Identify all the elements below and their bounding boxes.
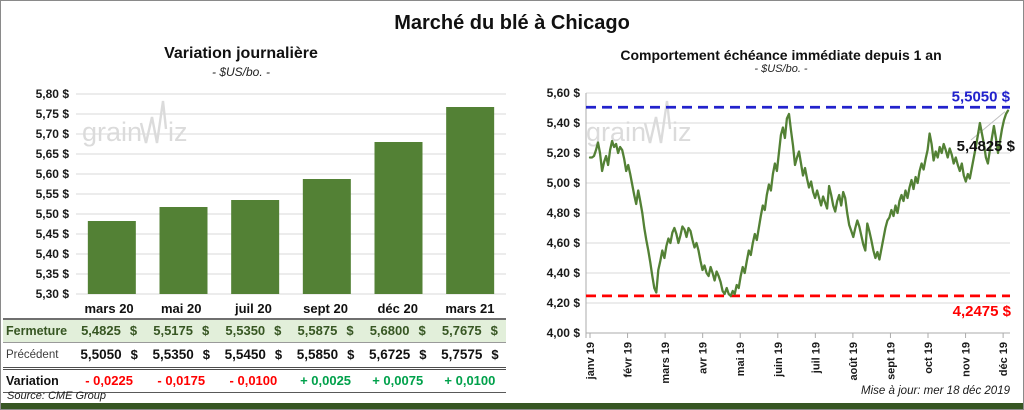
x-axis-label: avr 19 (698, 342, 710, 374)
bar-2 (231, 200, 280, 294)
month-header: mars 21 (445, 301, 495, 316)
month-header: sept 20 (303, 301, 348, 316)
x-axis-label: juil 19 (810, 342, 822, 374)
fermeture-value: 5,5350 $ (217, 318, 290, 343)
watermark-text: iz (168, 117, 188, 147)
last-value-label: 5,4825 $ (957, 138, 1016, 155)
bar-4 (374, 142, 423, 294)
y-axis-label: 5,55 $ (36, 187, 70, 201)
precedent-value: 5,7575 $ (433, 342, 506, 370)
x-axis-label: juin 19 (773, 342, 785, 378)
grainwiz-watermark: grain iz (586, 100, 692, 147)
x-axis-label: août 19 (848, 342, 860, 381)
y-axis-label: 4,00 $ (547, 326, 581, 340)
bar-chart-title: Variation journalière (164, 45, 318, 62)
y-axis-label: 5,00 $ (547, 176, 581, 190)
precedent-value: 5,5850 $ (289, 342, 362, 370)
price-table-body: mars 20 mai 20 juil 20 sept 20 déc 20 mars 21… (3, 299, 506, 393)
y-axis-label: 5,35 $ (36, 267, 70, 281)
x-axis-label: mai 19 (735, 342, 747, 376)
y-axis-label: 5,65 $ (36, 147, 70, 161)
corner-cell (3, 299, 73, 319)
source-note: Source: CME Group (7, 390, 107, 402)
variation-value: + 0,0025 (289, 368, 362, 393)
y-axis-label: 4,60 $ (547, 236, 581, 250)
x-axis-label: oct 19 (923, 342, 935, 374)
grainwiz-watermark: grain iz (82, 100, 188, 147)
y-axis-label: 5,60 $ (36, 167, 70, 181)
bar-0 (87, 221, 136, 294)
y-axis-label: 4,20 $ (547, 296, 581, 310)
watermark-text: grain (586, 117, 646, 147)
fermeture-value: 5,4825 $ (73, 318, 146, 343)
table-row-fermeture: Fermeture 5,4825 $5,5175 $5,5350 $5,5875 $5,6… (3, 318, 506, 343)
row-label-fermeture: Fermeture (3, 318, 73, 343)
y-axis-label: 5,20 $ (547, 146, 581, 160)
bar-3 (302, 179, 351, 294)
page-title: Marché du blé à Chicago (394, 12, 630, 34)
precedent-value: 5,5450 $ (217, 342, 290, 370)
price-line-series (588, 109, 1010, 298)
high-value-label: 5,5050 $ (952, 88, 1011, 105)
row-label-variation: Variation (3, 368, 73, 393)
table-row-precedent: Précédent 5,5050 $5,5350 $5,5450 $5,5850 $5,6… (3, 342, 506, 370)
fermeture-value: 5,7675 $ (433, 318, 506, 343)
y-axis-label: 5,50 $ (36, 207, 70, 221)
price-table: mars 20 mai 20 juil 20 sept 20 déc 20 mars 21… (3, 299, 506, 393)
y-axis-label: 5,40 $ (36, 247, 70, 261)
y-axis-label: 4,40 $ (547, 266, 581, 280)
row-label-precedent: Précédent (3, 342, 73, 370)
x-axis-label: févr 19 (623, 342, 635, 377)
variation-value: + 0,0075 (361, 368, 434, 393)
line-chart: 5,60 $ 5,40 $ 5,20 $ 5,00 $ 4,80 $ 4,60 $ 4,40… (547, 86, 1016, 384)
bottom-green-bar (1, 403, 1023, 409)
y-axis-label: 5,45 $ (36, 227, 70, 241)
y-axis-label: 4,80 $ (547, 206, 581, 220)
watermark-zigzag-icon (643, 100, 672, 144)
watermark-zigzag-icon (139, 100, 168, 144)
x-axis-label: nov 19 (961, 342, 973, 377)
table-row-months: mars 20 mai 20 juil 20 sept 20 déc 20 mars 21 (3, 299, 506, 319)
y-axis-label: 5,30 $ (36, 287, 70, 301)
precedent-value: 5,5050 $ (73, 342, 146, 370)
y-axis-label: 5,80 $ (36, 87, 70, 101)
label-leader-line (970, 111, 1006, 141)
bar-5 (446, 107, 495, 294)
bar-chart-subtitle: - $US/bo. - (211, 65, 271, 79)
watermark-text: iz (672, 117, 692, 147)
watermark-text: grain (82, 117, 142, 147)
y-axis-label: 5,60 $ (547, 86, 581, 100)
variation-value: + 0,0100 (433, 368, 506, 393)
month-header: mai 20 (160, 301, 202, 316)
x-axis-label: janv 19 (585, 342, 597, 380)
updated-note: Mise à jour: mer 18 déc 2019 (861, 385, 1010, 397)
x-axis-label: sept 19 (885, 342, 897, 380)
y-axis-label: 5,70 $ (36, 127, 70, 141)
variation-value: - 0,0100 (217, 368, 290, 393)
y-axis-label: 5,40 $ (547, 116, 581, 130)
bar-1 (159, 207, 208, 294)
x-axis-label: déc 19 (998, 342, 1010, 376)
y-axis-label: 5,75 $ (36, 107, 70, 121)
precedent-value: 5,5350 $ (145, 342, 218, 370)
x-axis-label: mars 19 (660, 342, 672, 384)
fermeture-value: 5,5875 $ (289, 318, 362, 343)
month-header: déc 20 (377, 301, 418, 316)
variation-value: - 0,0225 (73, 368, 146, 393)
variation-value: - 0,0175 (145, 368, 218, 393)
low-value-label: 4,2475 $ (953, 303, 1012, 320)
precedent-value: 5,6725 $ (361, 342, 434, 370)
line-chart-subtitle: - $US/bo. - (754, 63, 808, 75)
month-header: mars 20 (84, 301, 134, 316)
month-header: juil 20 (234, 301, 272, 316)
bar-chart: 5,80 $ 5,75 $ 5,70 $ 5,65 $ 5,60 $ 5,55 $ 5,50… (36, 87, 506, 301)
fermeture-value: 5,6800 $ (361, 318, 434, 343)
table-row-variation: Variation - 0,0225- 0,0175- 0,0100 + 0,002… (3, 368, 506, 393)
fermeture-value: 5,5175 $ (145, 318, 218, 343)
line-chart-title: Comportement échéance immédiate depuis 1… (620, 47, 942, 63)
